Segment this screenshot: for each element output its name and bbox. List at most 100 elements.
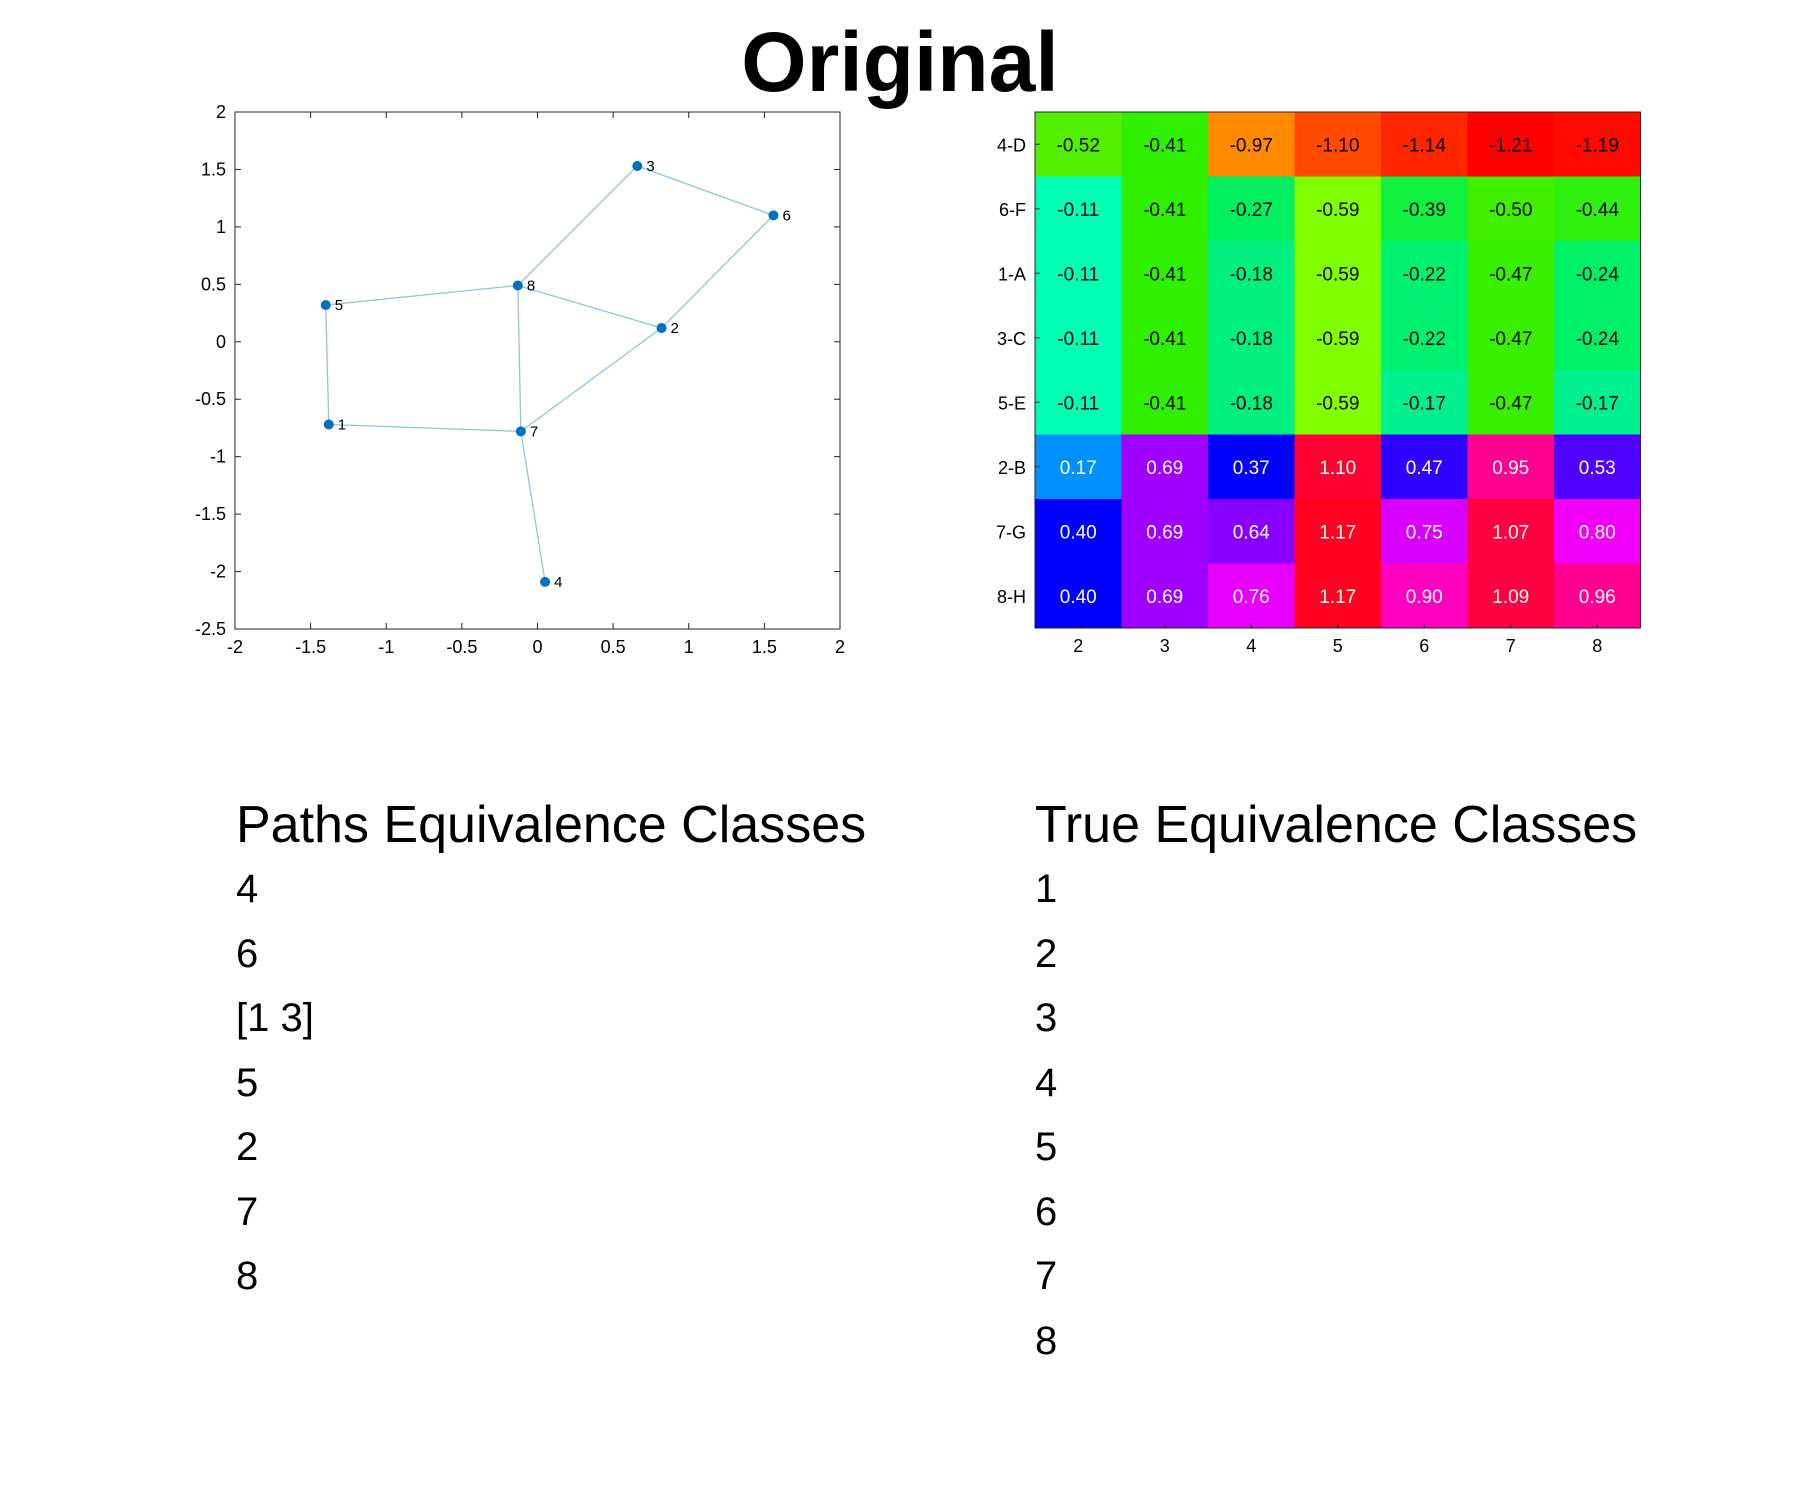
heatmap-cell: [1467, 176, 1555, 242]
heatmap-row-label: 2-B: [998, 458, 1026, 478]
heatmap-cell: [1381, 563, 1468, 629]
node-label: 1: [338, 416, 346, 433]
graph-edge: [517, 284, 662, 329]
node-label: 8: [527, 277, 535, 294]
true-equivalence-list: 1 2 3 4 5 6 7 8: [1035, 857, 1057, 1373]
graph-edge: [520, 431, 546, 582]
heatmap-cell-label: 1.09: [1492, 587, 1529, 608]
heatmap-row-label: 6-F: [999, 200, 1026, 220]
heatmap-cell: [1381, 434, 1468, 500]
heatmap-cell: [1035, 305, 1122, 371]
heatmap-cell: [1294, 305, 1382, 371]
graph-node: [540, 576, 551, 587]
heatmap-cell: [1035, 112, 1122, 177]
heatmap-cell-label: -0.11: [1057, 200, 1099, 221]
heatmap-cell-label: 0.80: [1579, 522, 1616, 543]
heatmap-cell-label: 0.47: [1406, 458, 1443, 479]
paths-equivalence-heading: Paths Equivalence Classes: [236, 796, 867, 854]
y-tick-label: -0.5: [195, 389, 226, 409]
heatmap-cell: [1035, 499, 1122, 564]
heatmap-cell: [1554, 370, 1641, 435]
heatmap-cell: [1381, 112, 1468, 177]
heatmap-cell-label: -1.19: [1576, 135, 1619, 156]
heatmap-cell-label: 1.10: [1319, 458, 1356, 479]
heatmap-col-label: 6: [1419, 636, 1429, 656]
graph-edge: [325, 284, 518, 306]
heatmap-cell-label: -0.59: [1316, 393, 1359, 414]
heatmap-cell-label: -0.41: [1143, 264, 1186, 285]
heatmap-cell-label: -0.27: [1230, 200, 1273, 221]
heatmap-cell-label: -0.22: [1403, 329, 1446, 350]
heatmap-cell-label: 0.75: [1406, 522, 1443, 543]
y-tick-label: -1: [210, 447, 226, 467]
heatmap-cell: [1208, 241, 1295, 306]
graph-node: [515, 426, 526, 437]
heatmap-cell: [1121, 563, 1209, 629]
heatmap-cell-label: 0.69: [1146, 587, 1183, 608]
x-tick-label: 1.5: [752, 637, 777, 657]
heatmap-cell-label: -0.52: [1057, 135, 1100, 156]
y-tick-label: 2: [216, 102, 226, 122]
heatmap-cell: [1121, 305, 1209, 371]
heatmap-cell-label: -0.11: [1057, 393, 1099, 414]
heatmap-cell-label: -0.22: [1403, 264, 1446, 285]
heatmap-cell-label: -1.21: [1489, 135, 1532, 156]
node-label: 4: [554, 574, 562, 591]
x-tick-label: 2: [835, 637, 845, 657]
heatmap-cell: [1294, 563, 1382, 629]
heatmap-cell-label: -0.17: [1576, 393, 1619, 414]
heatmap-cell-label: -0.47: [1489, 329, 1532, 350]
page-title: Original: [741, 15, 1059, 109]
plot-frame: [234, 111, 841, 630]
heatmap-cell: [1294, 499, 1382, 564]
graph-edge: [328, 423, 521, 433]
list-item: 8: [236, 1254, 259, 1298]
heatmap-cell: [1294, 241, 1382, 306]
true-equivalence-heading: True Equivalence Classes: [1035, 796, 1638, 854]
heatmap-cell-label: -0.11: [1057, 329, 1099, 350]
graph-edge: [517, 285, 522, 432]
heatmap-cell: [1121, 112, 1209, 177]
list-item: 5: [1035, 1125, 1058, 1169]
y-tick-label: -2.5: [195, 619, 226, 639]
paths-equivalence-list: 4 6 [1 3] 5 2 7 8: [236, 857, 314, 1309]
heatmap-cell-label: -0.50: [1489, 200, 1532, 221]
y-tick-label: 0.5: [201, 274, 226, 294]
heatmap-cell-label: 0.37: [1233, 458, 1270, 479]
heatmap-cell-label: -0.44: [1576, 200, 1620, 221]
heatmap-cell-label: -1.10: [1316, 135, 1359, 156]
node-label: 2: [671, 320, 679, 337]
heatmap-col-label: 7: [1506, 636, 1516, 656]
list-item: 6: [236, 931, 259, 976]
x-tick-label: -2: [227, 637, 243, 657]
list-item: 8: [1035, 1318, 1058, 1363]
x-tick-label: -1.5: [295, 637, 326, 657]
graph-edge: [520, 327, 662, 432]
node-label: 3: [646, 158, 654, 175]
heatmap-row-label: 4-D: [997, 135, 1026, 155]
heatmap-cell: [1208, 176, 1295, 242]
list-item: 5: [236, 1060, 259, 1105]
heatmap-cell: [1554, 176, 1641, 242]
heatmap-cell: [1035, 176, 1122, 242]
x-tick-label: -0.5: [446, 637, 477, 657]
heatmap-chart: -0.52 -0.41 -0.97 -1.10 -1.14 -1.21 -1.19 4-D -0…: [996, 111, 1641, 656]
graph-edge: [637, 165, 774, 217]
list-item: [1 3]: [236, 996, 314, 1040]
heatmap-cell-label: 1.17: [1319, 587, 1356, 608]
heatmap-col-label: 2: [1073, 636, 1083, 656]
heatmap-cell: [1381, 499, 1468, 564]
list-item: 3: [1035, 996, 1058, 1040]
heatmap-cell-label: -0.11: [1057, 264, 1099, 285]
heatmap-cell: [1208, 112, 1295, 177]
graph-edge: [661, 214, 774, 329]
heatmap-cell-label: 0.96: [1579, 587, 1616, 608]
heatmap-cell: [1467, 241, 1555, 306]
heatmap-cell: [1121, 370, 1209, 435]
heatmap-cell-label: -0.41: [1143, 393, 1186, 414]
list-item: 7: [1035, 1254, 1058, 1298]
heatmap-cell: [1208, 305, 1295, 371]
x-tick-label: 1: [684, 637, 694, 657]
graph-node: [768, 210, 779, 221]
heatmap-cell-label: 0.76: [1233, 587, 1270, 608]
